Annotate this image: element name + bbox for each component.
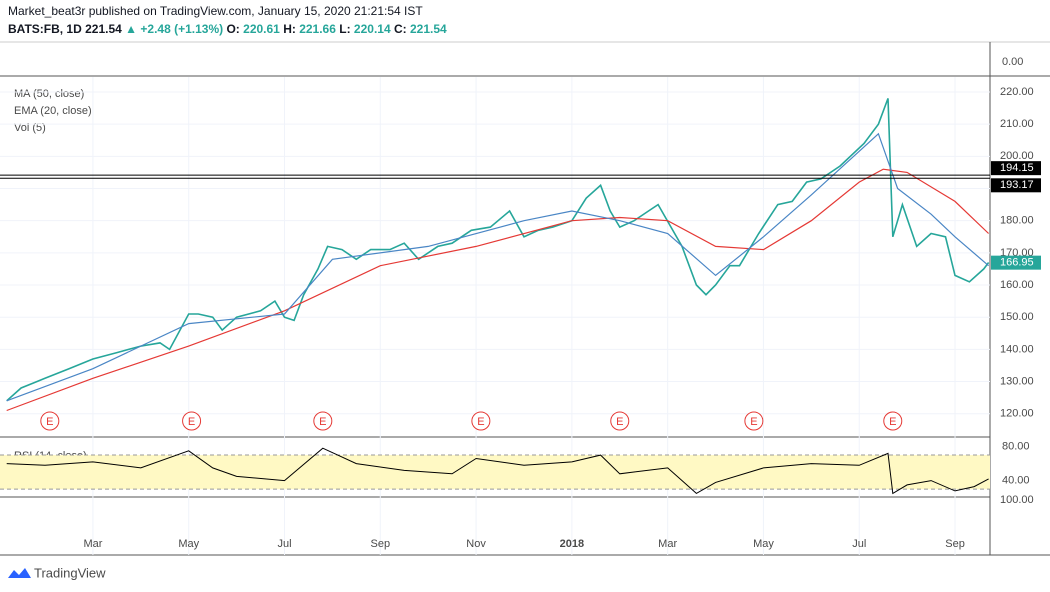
y-tick-label: 210.00	[1000, 118, 1034, 130]
rsi-line	[6, 447, 989, 495]
publisher: Market_beat3r published on TradingView.c…	[8, 4, 423, 18]
earnings-label: E	[889, 416, 896, 428]
y-tick-label: 220.00	[1000, 86, 1034, 98]
price-line	[6, 132, 989, 402]
legend-entry: EMA (20, close)	[14, 105, 92, 117]
footer-brand: TradingView	[34, 565, 106, 580]
quote-line: BATS:FB, 1D 221.54 ▲ +2.48 (+1.13%) O: 2…	[8, 22, 447, 36]
y-tick-label: 120.00	[1000, 408, 1034, 420]
logo	[8, 568, 31, 578]
x-tick-label: Mar	[83, 538, 102, 550]
earnings-marker	[471, 411, 491, 431]
y-tick-label: 40.00	[1002, 475, 1030, 487]
earnings-label: E	[477, 416, 484, 428]
footer	[0, 556, 1050, 592]
earnings-label: E	[319, 416, 326, 428]
x-tick-label: Jul	[277, 538, 291, 550]
legend-entry: Vol (5)	[14, 122, 46, 134]
x-tick-label: Sep	[945, 538, 965, 550]
y-tick-label: 130.00	[1000, 375, 1034, 387]
earnings-marker	[40, 411, 60, 431]
y-tick-label: 80.00	[1002, 440, 1030, 452]
x-tick-label: Jul	[852, 538, 866, 550]
x-tick-label: May	[178, 538, 199, 550]
y-tick-label: 200.00	[1000, 150, 1034, 162]
ohlc-key: L:	[339, 22, 350, 36]
ohlc-value: 221.54	[410, 22, 447, 36]
y-tick-label: 100.00	[1000, 494, 1034, 506]
x-tick-label: Sep	[371, 538, 391, 550]
earnings-label: E	[188, 416, 195, 428]
earnings-label: E	[750, 416, 757, 428]
earnings-marker	[610, 411, 630, 431]
earnings-label: E	[46, 416, 53, 428]
x-tick-label: Nov	[466, 538, 486, 550]
earnings-label: E	[616, 416, 623, 428]
earnings-marker	[883, 411, 903, 431]
y-tick-label: 150.00	[1000, 311, 1034, 323]
ohlc-value: 220.61	[243, 22, 280, 36]
level-tag	[991, 178, 1041, 193]
earnings-marker	[744, 411, 764, 431]
x-tick-label: 2018	[560, 538, 584, 550]
ohlc-value: 221.66	[299, 22, 336, 36]
y-tick-label: 180.00	[1000, 215, 1034, 227]
y-tick-label: 0.00	[1002, 56, 1023, 68]
level-label: 194.15	[1000, 162, 1034, 174]
y-tick-label: 140.00	[1000, 343, 1034, 355]
earnings-marker	[313, 411, 333, 431]
ohlc-key: O:	[226, 22, 239, 36]
earnings-marker	[182, 411, 202, 431]
last-price-label: 166.95	[1000, 257, 1034, 269]
symbol: BATS:FB, 1D	[8, 22, 82, 36]
change: ▲ +2.48 (+1.13%)	[125, 22, 223, 36]
ohlc-value: 220.14	[354, 22, 391, 36]
legend-entry: MA (50, close)	[14, 88, 84, 100]
y-tick-label: 160.00	[1000, 279, 1034, 291]
x-tick-label: May	[753, 538, 774, 550]
x-tick-label: Mar	[658, 538, 677, 550]
level-tag	[991, 161, 1041, 176]
rsi-band	[0, 455, 990, 490]
last-price-tag	[991, 255, 1041, 270]
ohlc-key: H:	[283, 22, 296, 36]
last-price: 221.54	[85, 22, 122, 36]
level-label: 193.17	[1000, 179, 1034, 191]
ohlc-key: C:	[394, 22, 407, 36]
